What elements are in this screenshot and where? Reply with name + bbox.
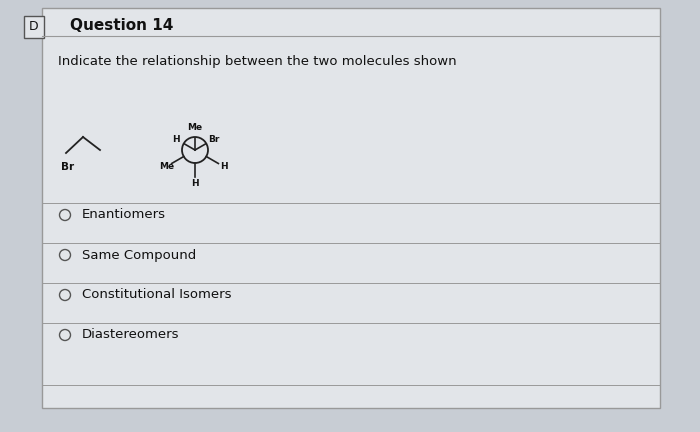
Text: H: H bbox=[172, 134, 180, 143]
FancyBboxPatch shape bbox=[42, 8, 660, 408]
Text: H: H bbox=[191, 178, 199, 187]
Text: Same Compound: Same Compound bbox=[82, 248, 196, 261]
Text: Question 14: Question 14 bbox=[70, 18, 174, 32]
Text: Constitutional Isomers: Constitutional Isomers bbox=[82, 289, 232, 302]
Text: Me: Me bbox=[188, 124, 202, 133]
Text: Me: Me bbox=[159, 162, 174, 171]
Text: Indicate the relationship between the two molecules shown: Indicate the relationship between the tw… bbox=[58, 55, 456, 69]
Text: Diastereomers: Diastereomers bbox=[82, 328, 179, 342]
Text: H: H bbox=[220, 162, 228, 171]
Text: Br: Br bbox=[209, 134, 220, 143]
Text: Enantiomers: Enantiomers bbox=[82, 209, 166, 222]
FancyBboxPatch shape bbox=[24, 16, 44, 38]
Text: D: D bbox=[29, 20, 38, 34]
Text: Br: Br bbox=[62, 162, 75, 172]
